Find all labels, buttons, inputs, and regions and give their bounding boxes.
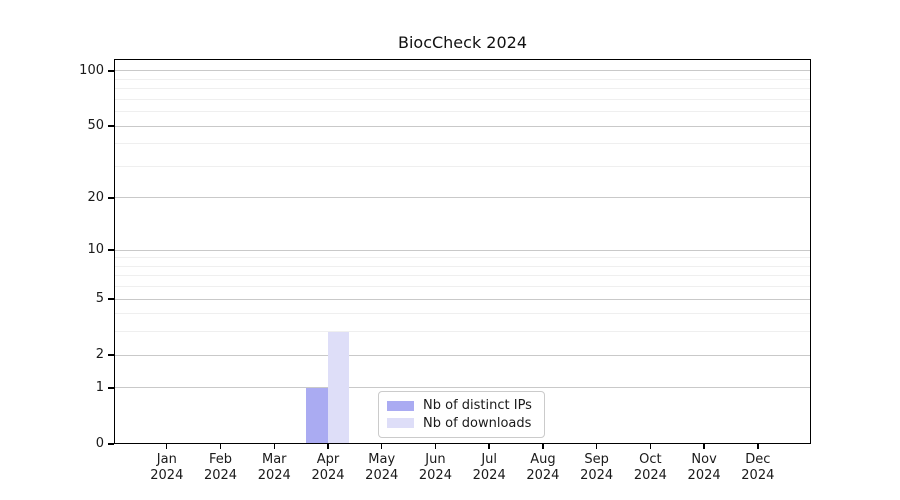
x-tick-label: Aug 2024 — [511, 452, 575, 484]
y-tick-label: 50 — [87, 118, 104, 134]
x-tick-month: Aug — [530, 452, 556, 467]
y-gridline-major — [114, 249, 811, 251]
x-tick-mark — [273, 444, 275, 449]
x-tick-mark — [219, 444, 222, 449]
x-tick-label: Jun 2024 — [403, 452, 467, 484]
y-tick-mark — [108, 298, 114, 300]
y-tick-label: 2 — [95, 347, 104, 363]
y-tick-label: 0 — [95, 436, 104, 451]
x-tick-month: Oct — [639, 452, 662, 467]
x-tick-mark — [434, 444, 437, 449]
x-tick-label: Oct 2024 — [618, 452, 682, 484]
y-tick-mark — [108, 443, 114, 445]
y-tick-label: 20 — [87, 189, 104, 205]
y-gridline-major — [114, 197, 811, 199]
y-gridline-minor — [114, 88, 811, 90]
y-gridline-minor — [114, 257, 811, 259]
x-tick-year: 2024 — [150, 468, 184, 483]
y-tick-label: 5 — [95, 291, 104, 307]
y-tick-mark — [108, 354, 114, 356]
y-gridline-major — [114, 298, 811, 300]
y-gridline-minor — [114, 165, 811, 167]
y-gridline-minor — [114, 275, 811, 277]
plot-area — [114, 59, 811, 444]
x-tick-year: 2024 — [311, 468, 345, 483]
x-tick-label: Apr 2024 — [296, 452, 360, 484]
bar-distinct-ips — [306, 387, 328, 444]
y-tick-mark — [108, 125, 114, 127]
x-tick-label: Mar 2024 — [242, 452, 306, 484]
y-tick-mark — [108, 249, 114, 251]
y-tick-mark — [108, 70, 114, 72]
x-tick-label: Dec 2024 — [726, 452, 790, 484]
x-tick-mark — [488, 444, 490, 449]
y-gridline-minor — [114, 286, 811, 288]
x-tick-month: Jun — [425, 452, 446, 467]
y-tick-mark — [108, 197, 114, 199]
y-gridline-minor — [114, 111, 811, 113]
x-tick-mark — [542, 444, 544, 449]
x-tick-label: Nov 2024 — [672, 452, 736, 484]
chart-title: BiocCheck 2024 — [397, 33, 528, 52]
legend-label-distinct-ips: Nb of distinct IPs — [423, 398, 532, 414]
x-tick-mark — [381, 444, 383, 449]
x-tick-year: 2024 — [418, 468, 452, 483]
x-tick-label: May 2024 — [350, 452, 414, 484]
bar-downloads — [327, 331, 350, 444]
y-gridline-minor — [114, 98, 811, 100]
x-tick-month: Dec — [745, 452, 771, 467]
x-tick-month: Mar — [261, 452, 287, 467]
x-tick-label: Feb 2024 — [189, 452, 253, 484]
x-tick-mark — [166, 444, 168, 449]
y-gridline-minor — [114, 265, 811, 267]
x-tick-year: 2024 — [526, 468, 560, 483]
x-tick-year: 2024 — [365, 468, 399, 483]
x-tick-mark — [703, 444, 705, 449]
y-tick-mark — [108, 387, 114, 389]
x-tick-month: May — [368, 452, 396, 467]
x-tick-year: 2024 — [687, 468, 721, 483]
y-gridline-minor — [114, 78, 811, 80]
x-tick-year: 2024 — [203, 468, 238, 483]
x-tick-label: Jul 2024 — [457, 452, 521, 484]
x-tick-mark — [595, 444, 598, 449]
x-tick-month: Jul — [481, 452, 498, 467]
y-tick-label: 10 — [87, 242, 104, 258]
y-gridline-major — [114, 70, 811, 72]
x-tick-year: 2024 — [633, 468, 667, 483]
y-gridline-major — [114, 387, 811, 389]
x-tick-month: Apr — [316, 452, 340, 467]
x-tick-year: 2024 — [580, 468, 614, 483]
x-tick-year: 2024 — [472, 468, 506, 483]
x-tick-label: Sep 2024 — [565, 452, 629, 484]
x-tick-month: Sep — [584, 452, 609, 467]
y-tick-label: 1 — [95, 379, 104, 395]
legend-entry-distinct-ips: Nb of distinct IPs — [387, 397, 536, 415]
x-tick-month: Nov — [691, 452, 717, 467]
legend-entry-downloads: Nb of downloads — [387, 415, 536, 433]
legend-swatch-downloads — [387, 418, 414, 429]
x-tick-mark — [649, 444, 652, 449]
legend-label-downloads: Nb of downloads — [423, 415, 532, 431]
x-tick-year: 2024 — [741, 468, 775, 483]
legend-swatch-distinct-ips — [387, 400, 414, 411]
x-tick-month: Feb — [209, 452, 233, 467]
y-gridline-minor — [114, 143, 811, 145]
y-gridline-major — [114, 125, 811, 127]
y-gridline-minor — [114, 313, 811, 315]
y-gridline-major — [114, 354, 811, 356]
legend: Nb of distinct IPs Nb of downloads — [378, 391, 545, 438]
x-tick-mark — [327, 444, 329, 449]
x-tick-mark — [757, 444, 759, 449]
y-gridline-minor — [114, 331, 811, 333]
x-tick-month: Jan — [156, 452, 177, 467]
x-tick-label: Jan 2024 — [135, 452, 199, 484]
x-tick-year: 2024 — [257, 468, 291, 483]
y-tick-label: 100 — [79, 62, 104, 78]
